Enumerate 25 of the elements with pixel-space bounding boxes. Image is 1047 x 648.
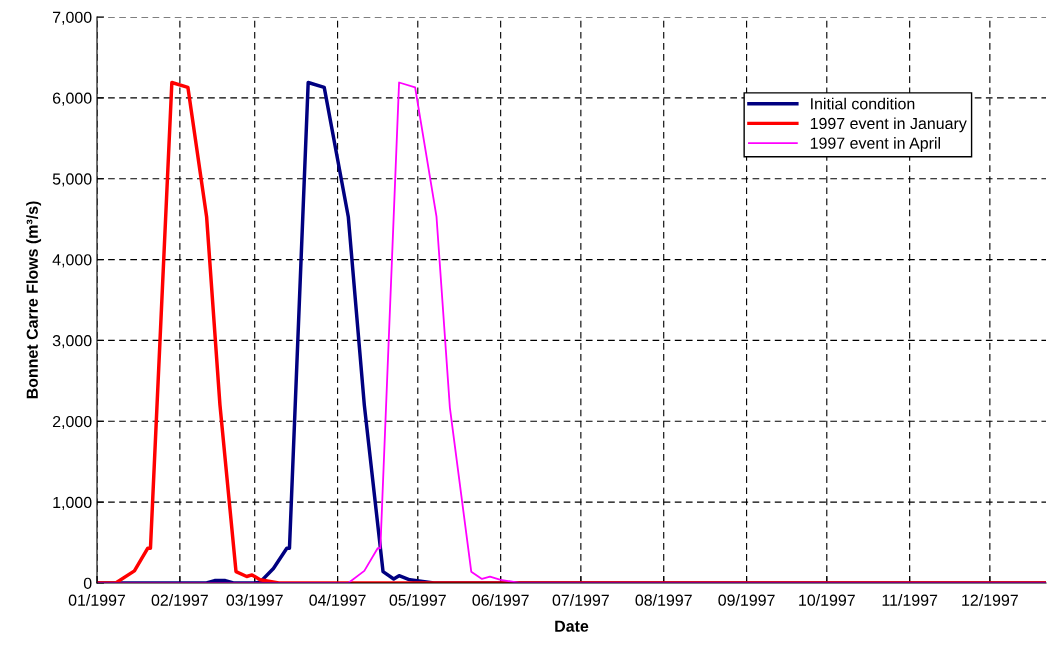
legend-label: 1997 event in January xyxy=(810,117,967,133)
x-tick-label: 02/1997 xyxy=(151,594,208,606)
x-axis-title: Date xyxy=(555,620,589,632)
legend-label: 1997 event in April xyxy=(810,137,940,152)
x-tick-label: 06/1997 xyxy=(472,594,529,606)
y-axis-title: Bonnet Carre Flows (m³/s) xyxy=(26,201,42,399)
x-tick-label: 03/1997 xyxy=(226,594,283,606)
x-tick-label: 07/1997 xyxy=(552,594,609,606)
x-tick-label: 04/1997 xyxy=(309,594,366,606)
x-tick-label: 08/1997 xyxy=(635,594,692,606)
x-tick-label: 05/1997 xyxy=(389,594,446,606)
y-tick-label: 5,000 xyxy=(52,173,92,187)
y-tick-label: 0 xyxy=(83,577,92,589)
y-tick-label: 6,000 xyxy=(52,92,92,106)
x-tick-label: 11/1997 xyxy=(882,594,938,606)
y-tick-label: 3,000 xyxy=(52,335,92,349)
y-tick-label: 1,000 xyxy=(53,496,92,510)
x-tick-label: 12/1997 xyxy=(962,594,1018,606)
x-tick-label: 10/1997 xyxy=(799,594,855,606)
y-tick-label: 7,000 xyxy=(52,11,92,25)
y-tick-label: 2,000 xyxy=(52,415,92,430)
x-tick-label: 09/1997 xyxy=(718,594,775,606)
y-tick-label: 4,000 xyxy=(52,254,92,268)
legend-label: Initial condition xyxy=(811,97,915,110)
x-tick-label: 01/1997 xyxy=(68,594,126,606)
